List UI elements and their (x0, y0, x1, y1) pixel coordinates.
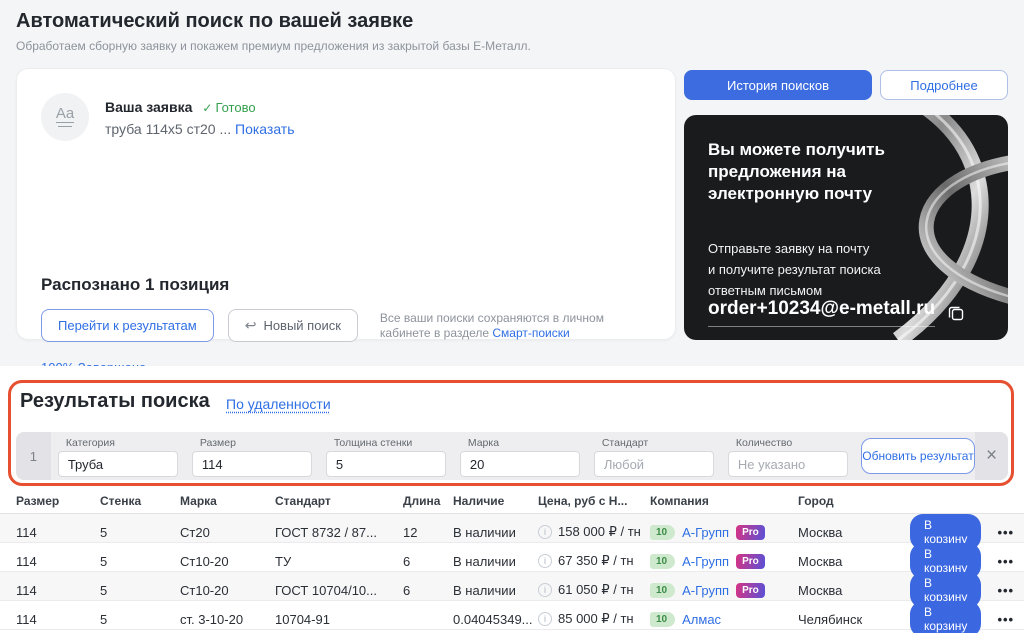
search-history-button[interactable]: История поисков (684, 70, 872, 100)
page-title: Автоматический поиск по вашей заявке (16, 10, 413, 33)
go-to-results-button[interactable]: Перейти к результатам (41, 309, 214, 342)
request-card: Aa Ваша заявка ✓Готово труба 114х5 ст20 … (16, 68, 676, 340)
status-badge: ✓Готово (202, 100, 255, 115)
more-menu-button[interactable]: ••• (997, 583, 1014, 598)
table-header-row: Размер Стенка Марка Стандарт Длина Налич… (0, 488, 1024, 514)
info-icon[interactable]: i (538, 583, 552, 597)
page-subtitle: Обработаем сборную заявку и покажем прем… (16, 39, 531, 53)
table-row: 114 5 Ст20 ГОСТ 8732 / 87... 12 В наличи… (0, 514, 1024, 543)
request-text-icon: Aa (41, 93, 89, 141)
filter-field-quantity: Количество (721, 432, 855, 480)
filter-field-category: Категория (51, 432, 185, 480)
more-menu-button[interactable]: ••• (997, 612, 1014, 627)
add-to-cart-button[interactable]: В корзину (910, 601, 981, 633)
company-link[interactable]: Алмас (682, 612, 721, 627)
new-search-button[interactable]: ↩ Новый поиск (228, 309, 358, 342)
size-input[interactable] (192, 451, 312, 477)
company-link[interactable]: А-Групп (682, 525, 729, 540)
quantity-input[interactable] (728, 451, 848, 477)
rating-badge: 10 (650, 554, 675, 569)
results-heading: Результаты поиска (20, 390, 210, 413)
save-note: Все ваши поиски сохраняются в личном каб… (380, 311, 604, 341)
rating-badge: 10 (650, 525, 675, 540)
results-table: Размер Стенка Марка Стандарт Длина Налич… (0, 488, 1024, 630)
info-icon[interactable]: i (538, 525, 552, 539)
info-icon[interactable]: i (538, 554, 552, 568)
page: Автоматический поиск по вашей заявке Обр… (0, 0, 1024, 633)
details-button[interactable]: Подробнее (880, 70, 1008, 100)
filter-row-index: 1 (16, 432, 51, 480)
category-input[interactable] (58, 451, 178, 477)
pro-badge: Pro (736, 525, 765, 540)
more-menu-button[interactable]: ••• (997, 554, 1014, 569)
recognized-count: Распознано 1 позиция (41, 275, 229, 295)
pro-badge: Pro (736, 583, 765, 598)
standard-input[interactable] (594, 451, 714, 477)
filter-field-size: Размер (185, 432, 319, 480)
request-query: труба 114х5 ст20 ... (105, 121, 231, 137)
order-email: order+10234@e-metall.ru (708, 298, 935, 327)
rating-badge: 10 (650, 612, 675, 627)
copy-icon[interactable] (947, 304, 965, 322)
check-icon: ✓ (202, 101, 212, 115)
sort-by-distance-link[interactable]: По удаленности (226, 396, 331, 412)
close-icon[interactable]: × (975, 432, 1008, 480)
wall-thickness-input[interactable] (326, 451, 446, 477)
rating-badge: 10 (650, 583, 675, 598)
more-menu-button[interactable]: ••• (997, 525, 1014, 540)
email-promo-card: Вы можете получить предложения на электр… (684, 115, 1008, 340)
company-link[interactable]: А-Групп (682, 554, 729, 569)
filter-bar: 1 Категория Размер Толщина стенки Марка … (16, 432, 1008, 480)
results-section: Результаты поиска По удаленности 1 Катег… (0, 366, 1024, 633)
grade-input[interactable] (460, 451, 580, 477)
filter-field-standard: Стандарт (587, 432, 721, 480)
email-card-heading: Вы можете получить предложения на электр… (708, 139, 928, 205)
email-card-body: Отправьте заявку на почту и получите рез… (708, 238, 881, 301)
update-results-button[interactable]: Обновить результат (861, 438, 975, 474)
filter-field-grade: Марка (453, 432, 587, 480)
request-title: Ваша заявка (105, 99, 192, 115)
show-link[interactable]: Показать (235, 121, 295, 137)
table-row: 114 5 ст. 3-10-20 10704-91 0.04045349...… (0, 601, 1024, 630)
table-row: 114 5 Ст10-20 ТУ 6 В наличии i67 350 ₽ /… (0, 543, 1024, 572)
smart-searches-link[interactable]: Смарт-поиски (492, 326, 569, 340)
table-row: 114 5 Ст10-20 ГОСТ 10704/10... 6 В налич… (0, 572, 1024, 601)
filter-field-wall: Толщина стенки (319, 432, 453, 480)
info-icon[interactable]: i (538, 612, 552, 626)
undo-icon: ↩ (245, 317, 257, 334)
company-link[interactable]: А-Групп (682, 583, 729, 598)
pro-badge: Pro (736, 554, 765, 569)
